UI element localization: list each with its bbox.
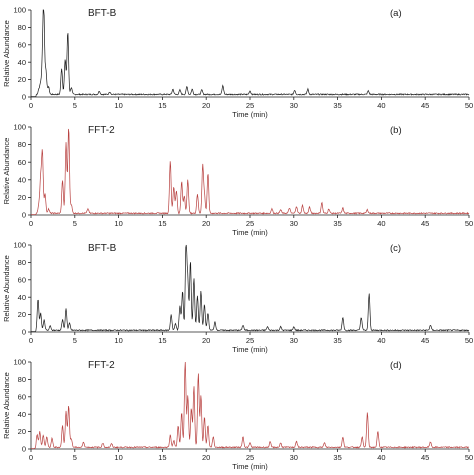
x-tick-label: 45 [421,101,429,110]
x-tick-label: 35 [333,336,341,345]
chromatogram-panel-c: 0 20 40 60 80 100 0 5 10 15 20 25 30 35 40 45 50 Relative… [2,241,473,354]
sample-label: FFT-2 [88,125,115,136]
y-tick-label: 100 [13,241,26,250]
y-tick-label: 0 [22,93,26,102]
x-tick-label: 25 [246,453,254,462]
x-tick-label: 20 [202,219,210,228]
x-tick-label: 15 [158,219,166,228]
x-tick-label: 30 [290,453,298,462]
y-tick-label: 40 [18,293,26,302]
y-tick-label: 0 [22,445,26,454]
x-tick-label: 35 [333,219,341,228]
x-tick-label: 30 [290,101,298,110]
x-tick-label: 50 [465,453,473,462]
y-tick-label: 60 [18,158,26,167]
y-axis-label: Relative Abundance [2,372,11,439]
y-tick-label: 0 [22,328,26,337]
y-tick-label: 40 [18,175,26,184]
y-tick-label: 100 [13,123,26,132]
chromatogram-trace [31,244,470,332]
x-tick-label: 50 [465,101,473,110]
x-tick-label: 45 [421,336,429,345]
x-tick-label: 35 [333,101,341,110]
x-tick-label: 0 [29,101,33,110]
x-tick-label: 25 [246,336,254,345]
x-tick-label: 5 [73,336,77,345]
y-tick-label: 40 [18,410,26,419]
x-axis-label: Time (min) [232,462,268,471]
x-tick-label: 5 [73,453,77,462]
x-tick-label: 45 [421,453,429,462]
x-tick-label: 10 [114,336,122,345]
y-tick-label: 40 [18,58,26,67]
x-tick-label: 15 [158,101,166,110]
y-axis-label: Relative Abundance [2,20,11,87]
x-axis-label: Time (min) [232,345,268,354]
x-tick-label: 5 [73,101,77,110]
x-tick-label: 50 [465,336,473,345]
x-tick-label: 15 [158,453,166,462]
x-tick-label: 40 [377,453,385,462]
x-tick-label: 40 [377,336,385,345]
x-tick-label: 45 [421,219,429,228]
x-tick-label: 0 [29,219,33,228]
panel-letter: (d) [390,360,402,371]
x-tick-label: 25 [246,219,254,228]
x-tick-label: 10 [114,101,122,110]
x-tick-label: 35 [333,453,341,462]
y-tick-label: 100 [13,6,26,15]
x-tick-label: 50 [465,219,473,228]
x-axis-label: Time (min) [232,228,268,237]
y-tick-label: 20 [18,75,26,84]
x-tick-label: 30 [290,336,298,345]
x-tick-label: 25 [246,101,254,110]
x-tick-label: 15 [158,336,166,345]
x-tick-label: 40 [377,219,385,228]
panel-letter: (b) [390,125,402,136]
y-tick-label: 60 [18,392,26,401]
x-tick-label: 0 [29,336,33,345]
x-axis-label: Time (min) [232,110,268,119]
y-tick-label: 60 [18,40,26,49]
y-axis-label: Relative Abundance [2,138,11,205]
y-tick-label: 80 [18,375,26,384]
chromatogram-panel-d: 0 20 40 60 80 100 0 5 10 15 20 25 30 35 40 45 50 Relative… [2,358,473,471]
y-tick-label: 20 [18,193,26,202]
panel-letter: (a) [390,8,402,19]
chromatogram-panel-b: 0 20 40 60 80 100 0 5 10 15 20 25 30 35 40 45 50 Relative… [2,123,473,237]
sample-label: BFT-B [88,243,117,254]
y-tick-label: 100 [13,358,26,367]
x-tick-label: 40 [377,101,385,110]
y-tick-label: 80 [18,258,26,267]
y-tick-label: 20 [18,427,26,436]
y-tick-label: 60 [18,275,26,284]
panel-letter: (c) [390,243,401,254]
x-tick-label: 10 [114,219,122,228]
y-tick-label: 80 [18,140,26,149]
x-tick-label: 20 [202,336,210,345]
sample-label: BFT-B [88,8,117,19]
y-tick-label: 20 [18,310,26,319]
y-tick-label: 80 [18,23,26,32]
sample-label: FFT-2 [88,360,115,371]
x-tick-label: 30 [290,219,298,228]
x-tick-label: 5 [73,219,77,228]
chromatogram-trace [31,361,470,449]
x-tick-label: 0 [29,453,33,462]
y-tick-label: 0 [22,211,26,220]
chromatogram-trace [31,128,470,215]
chromatogram-panel-a: 0 20 40 60 80 100 0 5 10 15 20 25 30 35 40 45 50 Relative… [2,6,473,119]
chromatogram-trace [31,9,470,97]
x-tick-label: 20 [202,453,210,462]
x-tick-label: 20 [202,101,210,110]
x-tick-label: 10 [114,453,122,462]
y-axis-label: Relative Abundance [2,255,11,322]
